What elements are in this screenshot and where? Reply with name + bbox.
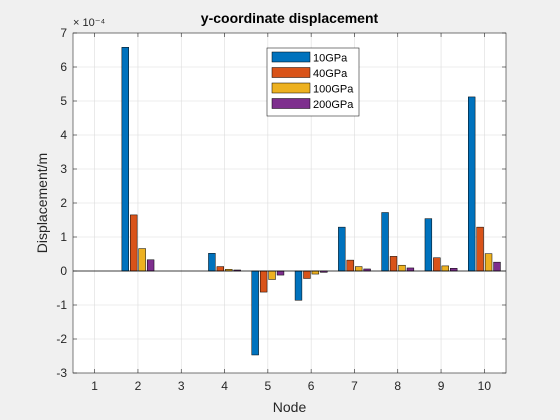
bar-100gpa-node-10 (484, 253, 493, 272)
bar-10gpa-node-5 (251, 270, 259, 356)
legend: 10GPa 40GPa 100GPa 200GPa (266, 47, 360, 117)
legend-swatch-200gpa (271, 98, 311, 109)
x-tick-label: 5 (265, 379, 272, 393)
bar-100gpa-node-6 (311, 270, 320, 275)
y-tick-label: 1 (60, 230, 67, 244)
y-tick-label: 6 (60, 60, 67, 74)
legend-swatch-100gpa (271, 82, 311, 94)
bar-40gpa-node-10 (476, 226, 484, 272)
y-tick-label: -1 (56, 298, 67, 312)
x-tick-label: 10 (478, 379, 492, 393)
y-tick-label: -2 (56, 332, 67, 346)
axis-ticks: -3 -2 -1 0 1 2 3 4 5 6 7 1 2 3 4 5 6 7 8 9 10 (56, 26, 506, 393)
bar-10gpa-node-9 (424, 218, 433, 272)
y-tick-label: 4 (60, 128, 67, 142)
bar-40gpa-node-5 (259, 270, 268, 293)
bar-100gpa-node-8 (398, 264, 406, 272)
bar-100gpa-node-9 (441, 265, 449, 272)
legend-swatch-10gpa (271, 51, 311, 63)
y-tick-label: 0 (60, 264, 67, 278)
bar-40gpa-node-7 (346, 259, 354, 272)
y-axis-label: Displacement/m (34, 153, 50, 253)
legend-swatch-40gpa (271, 67, 311, 78)
x-tick-label: 2 (135, 379, 142, 393)
y-tick-label: 7 (60, 26, 67, 40)
bar-10gpa-node-8 (381, 212, 389, 272)
bar-10gpa-node-10 (468, 96, 476, 272)
x-axis-label: Node (273, 399, 307, 415)
bar-10gpa-node-7 (338, 226, 346, 272)
bar-40gpa-node-4 (216, 266, 224, 272)
bar-100gpa-node-2 (138, 248, 146, 272)
bar-10gpa-node-6 (294, 270, 303, 301)
bar-10gpa-node-2 (121, 47, 129, 272)
y-tick-label: 5 (60, 94, 67, 108)
chart-title: y-coordinate displacement (201, 10, 379, 26)
bar-200gpa-node-10 (493, 261, 501, 272)
bar-100gpa-node-7 (355, 266, 363, 272)
bar-100gpa-node-5 (268, 270, 276, 280)
x-tick-label: 1 (91, 379, 98, 393)
legend-label-100gpa: 100GPa (313, 84, 354, 96)
bar-10gpa-node-4 (208, 253, 216, 272)
x-tick-label: 7 (351, 379, 358, 393)
bar-200gpa-node-2 (146, 259, 155, 272)
legend-label-40gpa: 40GPa (313, 68, 348, 80)
x-tick-label: 3 (178, 379, 185, 393)
y-tick-label: -3 (56, 366, 67, 380)
legend-label-10gpa: 10GPa (313, 53, 348, 65)
y-tick-label: 3 (60, 162, 67, 176)
bar-200gpa-node-5 (276, 270, 285, 276)
bar-40gpa-node-9 (433, 257, 441, 272)
bar-40gpa-node-8 (389, 256, 398, 272)
bar-200gpa-node-9 (450, 268, 458, 272)
y-axis-scale-label: × 10⁻⁴ (73, 17, 106, 29)
x-tick-label: 4 (221, 379, 228, 393)
x-tick-label: 9 (438, 379, 445, 393)
x-tick-label: 8 (394, 379, 401, 393)
bar-200gpa-node-8 (406, 267, 415, 272)
bar-40gpa-node-2 (130, 214, 138, 272)
legend-label-200gpa: 200GPa (313, 99, 354, 111)
x-tick-label: 6 (308, 379, 315, 393)
bar-40gpa-node-6 (303, 270, 311, 279)
y-tick-label: 2 (60, 196, 67, 210)
